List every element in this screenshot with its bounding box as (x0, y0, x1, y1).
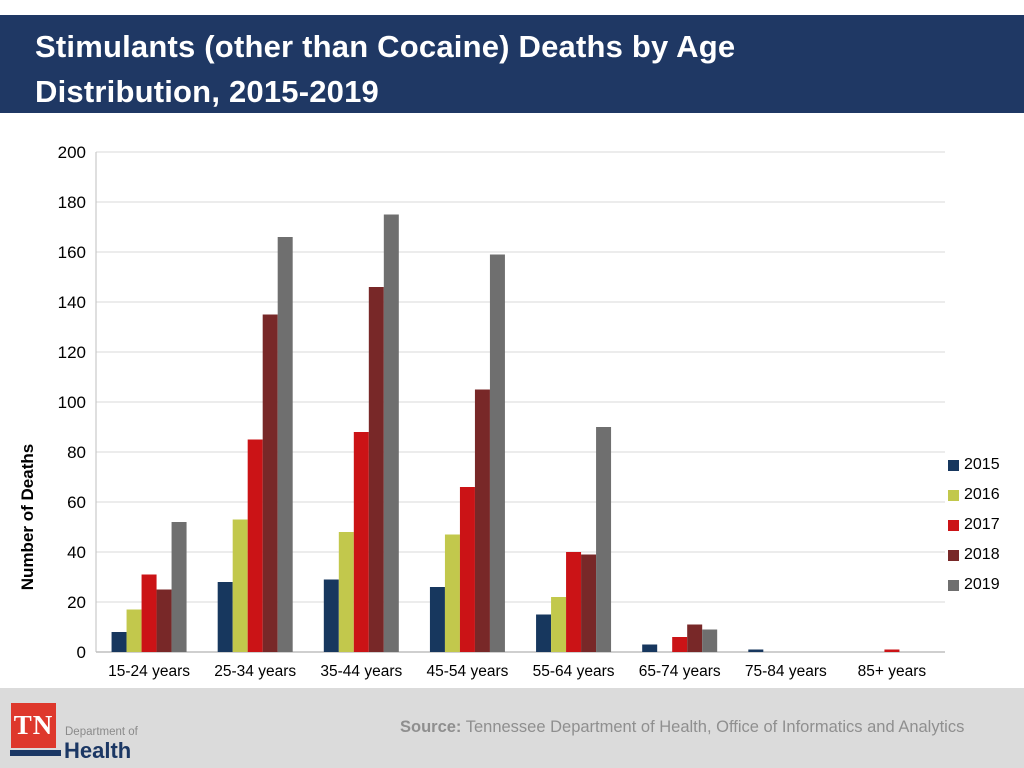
x-tick-label: 45-54 years (427, 663, 509, 680)
legend-swatch-2018 (948, 549, 959, 561)
legend: 2015 2016 2017 2018 2019 (948, 455, 1000, 605)
legend-item-2015: 2015 (948, 455, 1000, 475)
x-tick-label: 65-74 years (639, 663, 721, 680)
tn-logo: TN (11, 703, 56, 748)
legend-item-2018: 2018 (948, 545, 1000, 565)
bar-2015-65-74-years (642, 644, 658, 652)
footer: TN Department of Health Source: Tennesse… (0, 688, 1024, 768)
bar-2019-35-44-years (383, 214, 399, 652)
bar-2016-45-54-years (444, 534, 460, 652)
bar-2018-45-54-years (474, 389, 490, 652)
legend-swatch-2019 (948, 579, 959, 591)
bar-2018-15-24-years (156, 589, 172, 652)
bar-2017-35-44-years (353, 432, 369, 652)
bar-2019-15-24-years (171, 522, 187, 652)
bar-2016-35-44-years (338, 532, 354, 652)
bar-2019-55-64-years (596, 427, 612, 652)
legend-swatch-2015 (948, 459, 959, 471)
title-banner: Stimulants (other than Cocaine) Deaths b… (0, 15, 1024, 113)
bar-2015-45-54-years (429, 587, 445, 652)
legend-item-2016: 2016 (948, 485, 1000, 505)
legend-label-2019: 2019 (964, 576, 1000, 593)
x-tick-label: 15-24 years (108, 663, 190, 680)
bar-2015-25-34-years (217, 582, 233, 652)
bar-2017-55-64-years (566, 552, 582, 652)
x-tick-label: 55-64 years (533, 663, 615, 680)
y-tick-label: 100 (58, 393, 86, 412)
y-tick-label: 160 (58, 243, 86, 262)
slide-title-line-2: Distribution, 2015-2019 (35, 74, 379, 109)
bar-2017-45-54-years (459, 487, 475, 652)
bar-2015-75-84-years (748, 649, 764, 652)
x-tick-label: 35-44 years (320, 663, 402, 680)
bar-2019-25-34-years (277, 237, 293, 652)
chart: 0 20 40 60 80 100 120 140 160 180 200 15-24 years 25… (0, 113, 1024, 688)
source-text: Tennessee Department of Health, Office o… (461, 718, 965, 736)
bar-2017-15-24-years (141, 574, 157, 652)
bar-2019-65-74-years (702, 629, 718, 652)
source-line: Source: Tennessee Department of Health, … (400, 718, 964, 737)
bar-2018-25-34-years (262, 314, 278, 652)
bar-2017-65-74-years (672, 637, 688, 652)
y-axis-title: Number of Deaths (18, 443, 37, 591)
bar-2015-15-24-years (111, 632, 127, 652)
bar-2017-25-34-years (247, 439, 263, 652)
bar-2016-15-24-years (126, 609, 142, 652)
y-tick-label: 200 (58, 143, 86, 162)
legend-swatch-2017 (948, 519, 959, 531)
y-tick-label: 20 (67, 593, 86, 612)
x-tick-label: 75-84 years (745, 663, 827, 680)
chart-svg: 0 20 40 60 80 100 120 140 160 180 200 15-24 years 25… (58, 143, 945, 680)
bar-2015-55-64-years (536, 614, 552, 652)
bar-2017-85+-years (884, 649, 900, 652)
x-tick-label: 85+ years (858, 663, 927, 680)
bar-2018-35-44-years (368, 287, 384, 652)
tn-logo-underline (10, 750, 61, 756)
legend-label-2018: 2018 (964, 546, 1000, 563)
y-tick-label: 80 (67, 443, 86, 462)
legend-label-2015: 2015 (964, 456, 1000, 473)
bar-2018-55-64-years (581, 554, 597, 652)
bar-2015-35-44-years (323, 579, 339, 652)
bar-2018-65-74-years (687, 624, 703, 652)
slide-title-line-1: Stimulants (other than Cocaine) Deaths b… (35, 29, 736, 64)
legend-swatch-2016 (948, 489, 959, 501)
bar-2016-55-64-years (551, 597, 567, 652)
logo-health-label: Health (64, 738, 132, 763)
y-tick-label: 180 (58, 193, 86, 212)
y-tick-label: 120 (58, 343, 86, 362)
y-tick-label: 0 (77, 643, 86, 662)
legend-item-2019: 2019 (948, 575, 1000, 595)
y-tick-label: 60 (67, 493, 86, 512)
y-tick-label: 140 (58, 293, 86, 312)
logo-dept-label: Department of (65, 726, 138, 738)
legend-label-2016: 2016 (964, 486, 1000, 503)
legend-item-2017: 2017 (948, 515, 1000, 535)
bar-2019-45-54-years (489, 254, 505, 652)
x-tick-label: 25-34 years (214, 663, 296, 680)
y-tick-label: 40 (67, 543, 86, 562)
source-label: Source: (400, 718, 462, 736)
legend-label-2017: 2017 (964, 516, 1000, 533)
bar-2016-25-34-years (232, 519, 248, 652)
